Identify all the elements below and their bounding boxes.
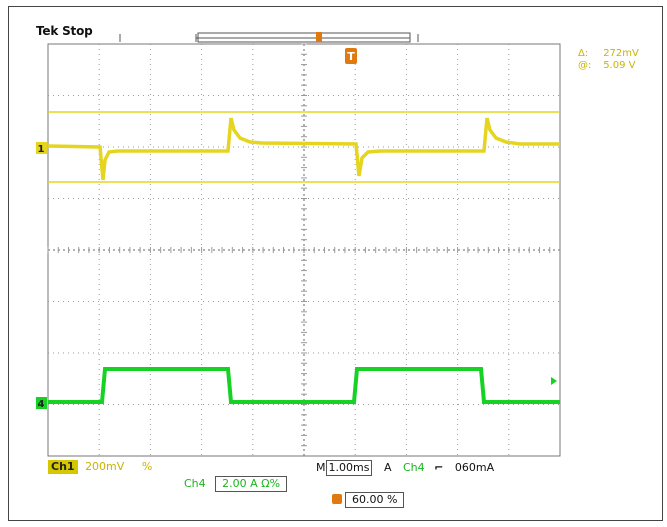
trigger-position-icon [332, 494, 342, 504]
trigger-position-marker: T [345, 48, 357, 64]
timebase-value[interactable]: 1.00ms [325, 460, 373, 476]
graticule-grid [47, 43, 560, 456]
timebase-prefix: M [316, 461, 326, 474]
ch4-ground-marker[interactable]: 4 [36, 397, 47, 410]
ch4-waveform [48, 367, 560, 404]
record-length-bar [119, 32, 419, 43]
cursor-at-label: @: [578, 60, 592, 71]
ch4-label: Ch4 [184, 477, 206, 490]
run-state-label: Stop [62, 24, 93, 38]
ch4-readout-row: Ch4 2.00 A Ω% [184, 476, 288, 492]
ch1-waveform [47, 117, 560, 181]
ch1-scale: 200mV [85, 460, 125, 473]
brand-label: Tek [36, 24, 59, 38]
trigger-level: 060mA [454, 461, 495, 474]
cursor-readout: Δ: 272mV @: 5.09 V [578, 48, 639, 72]
ch1-coupling: % [141, 460, 153, 473]
trigger-mode: A [383, 461, 392, 474]
svg-text:1: 1 [38, 144, 45, 155]
svg-text:4: 4 [38, 399, 45, 410]
ch1-tag[interactable]: Ch1 [48, 460, 78, 474]
timebase-readout-row: M 1.00ms A Ch4 ⌐ 060mA [316, 460, 494, 476]
trigger-level-arrow-icon[interactable] [551, 377, 557, 385]
acquisition-status: Tek Stop [36, 24, 93, 38]
position-readout-row: 60.00 % [332, 492, 405, 508]
cursor-at-value: 5.09 V [603, 60, 636, 71]
svg-text:T: T [347, 50, 355, 63]
cursor-delta-label: Δ: [578, 48, 589, 59]
trigger-slope-icon: ⌐ [434, 461, 444, 474]
trigger-source: Ch4 [402, 461, 425, 474]
channel-readout-row: Ch1 200mV % [48, 460, 152, 474]
ch1-ground-marker[interactable]: 1 [36, 142, 47, 155]
ch4-scale[interactable]: 2.00 A Ω% [215, 476, 288, 492]
position-value[interactable]: 60.00 % [345, 492, 405, 508]
cursor-delta-value: 272mV [603, 48, 639, 59]
